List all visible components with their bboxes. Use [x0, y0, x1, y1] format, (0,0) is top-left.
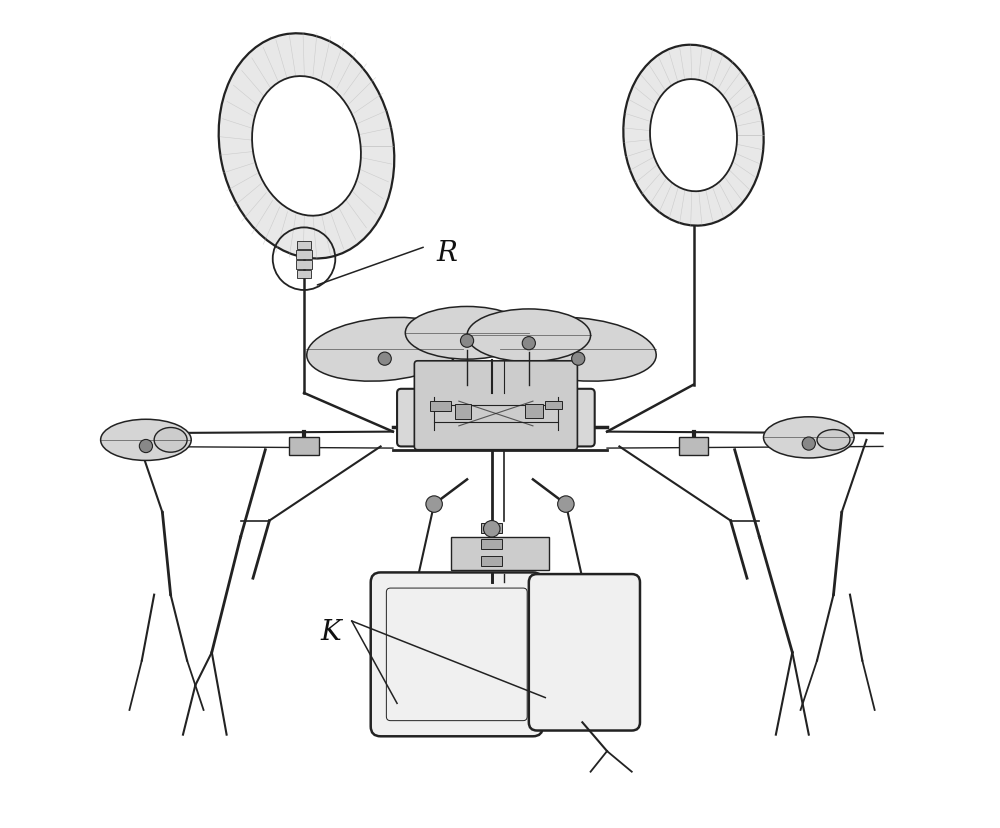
Text: R: R [436, 240, 457, 267]
Text: K: K [321, 619, 342, 646]
Ellipse shape [307, 318, 463, 382]
FancyBboxPatch shape [371, 573, 543, 736]
Circle shape [378, 353, 391, 366]
Circle shape [572, 353, 585, 366]
Bar [545, 402, 562, 410]
Bar [296, 261, 312, 269]
Bar [525, 405, 543, 418]
Ellipse shape [500, 318, 656, 382]
Ellipse shape [405, 307, 529, 359]
Circle shape [558, 496, 574, 513]
Ellipse shape [252, 77, 361, 216]
Bar [297, 241, 311, 249]
Circle shape [484, 521, 500, 537]
FancyBboxPatch shape [397, 389, 595, 447]
Bar [430, 402, 451, 412]
Bar [481, 556, 502, 566]
FancyBboxPatch shape [414, 361, 577, 450]
Ellipse shape [623, 46, 764, 226]
Circle shape [139, 440, 153, 453]
Ellipse shape [154, 428, 187, 453]
Bar [289, 437, 319, 455]
FancyBboxPatch shape [529, 575, 640, 730]
Bar [481, 523, 502, 533]
Circle shape [460, 335, 474, 348]
Circle shape [522, 337, 535, 350]
Ellipse shape [817, 430, 850, 450]
Ellipse shape [764, 417, 854, 459]
Circle shape [802, 437, 815, 450]
Bar [451, 537, 549, 570]
Bar [297, 271, 311, 279]
Bar [679, 437, 708, 455]
Ellipse shape [650, 80, 737, 192]
Bar [296, 251, 312, 259]
Ellipse shape [467, 310, 591, 362]
Bar [455, 405, 471, 420]
Ellipse shape [219, 34, 394, 259]
Ellipse shape [101, 420, 191, 461]
Bar [481, 540, 502, 550]
Circle shape [426, 496, 442, 513]
